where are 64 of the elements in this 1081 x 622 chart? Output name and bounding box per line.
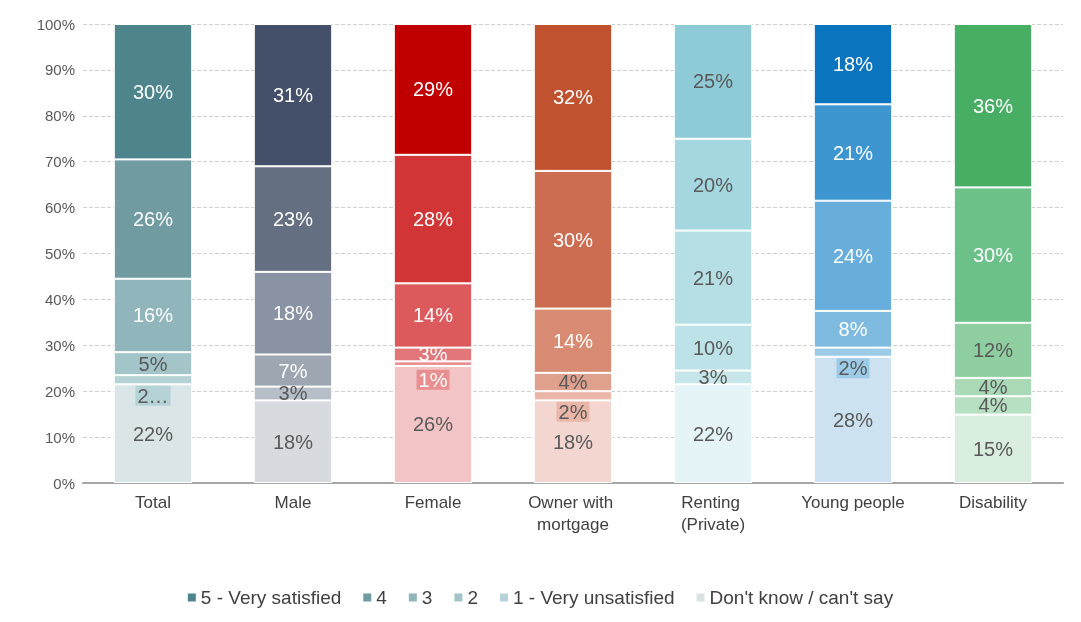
y-tick-label: 30%	[44, 336, 75, 354]
y-tick-label: 90%	[44, 61, 75, 79]
data-label: 3%	[698, 366, 728, 389]
y-tick-label: 60%	[44, 199, 75, 217]
data-label: 36%	[972, 94, 1014, 117]
x-tick-label: Owner with mortgage	[528, 492, 618, 534]
data-label: 16%	[132, 304, 174, 327]
data-label: 8%	[838, 318, 868, 341]
y-tick-label: 20%	[44, 382, 75, 400]
data-label: 26%	[132, 208, 174, 231]
y-tick-label: 40%	[44, 290, 75, 308]
data-label: 2%	[558, 400, 588, 423]
data-label: 2%	[838, 357, 868, 380]
data-label: 10%	[692, 336, 734, 359]
data-label: 7%	[278, 359, 308, 382]
data-label: 25%	[692, 70, 734, 93]
bar	[393, 365, 473, 483]
x-tick-label: Disability	[958, 492, 1028, 512]
y-tick-label: 0%	[53, 474, 75, 492]
x-tick-label: Female	[404, 492, 462, 512]
data-label: 12%	[972, 339, 1014, 362]
data-label: 20%	[692, 173, 734, 196]
legend-label: 1 - Very unsatisfied	[512, 587, 675, 608]
data-label: 18%	[272, 302, 314, 325]
data-label: 30%	[132, 80, 174, 103]
data-label: 18%	[272, 430, 314, 453]
data-label: 3%	[278, 382, 308, 405]
x-tick-label: Young people	[801, 492, 905, 512]
y-tick-label: 50%	[44, 245, 75, 262]
data-label: 22%	[132, 422, 174, 445]
x-tick-label: Renting (Private)	[680, 492, 746, 534]
data-label: 15%	[972, 437, 1014, 460]
y-tick-label: 100%	[36, 15, 75, 33]
data-label: 24%	[832, 244, 874, 267]
data-label: 1%	[418, 368, 448, 391]
legend-label: 4	[376, 587, 388, 608]
data-label: 4%	[558, 371, 588, 394]
data-label: 14%	[412, 304, 454, 327]
data-label: 18%	[552, 430, 594, 453]
legend-label: Don't know / can't say	[709, 587, 894, 608]
data-label: 23%	[272, 208, 314, 231]
y-tick-label: 70%	[44, 153, 75, 171]
data-label: 29%	[412, 78, 454, 101]
data-label: 21%	[832, 141, 874, 164]
y-tick-label: 80%	[44, 107, 75, 125]
legend-label: 5 - Very satisfied	[200, 587, 342, 608]
y-tick-label: 10%	[44, 428, 75, 446]
data-label: 5%	[138, 352, 168, 375]
legend-label: 3	[421, 587, 433, 608]
x-tick-label: Male	[274, 492, 312, 512]
data-label: 31%	[272, 84, 314, 107]
data-label: 26%	[412, 413, 454, 436]
data-label: 32%	[552, 86, 594, 109]
data-label: 28%	[832, 408, 874, 431]
data-label: 2…	[137, 384, 169, 407]
data-label: 22%	[692, 422, 734, 445]
data-label: 14%	[552, 329, 594, 352]
data-label: 30%	[972, 244, 1014, 267]
x-tick-label: Total	[135, 492, 171, 512]
legend-label: 2	[467, 587, 478, 608]
data-label: 30%	[552, 228, 594, 251]
data-label: 18%	[832, 53, 874, 76]
data-label: 21%	[692, 266, 734, 289]
data-label: 28%	[412, 208, 454, 231]
